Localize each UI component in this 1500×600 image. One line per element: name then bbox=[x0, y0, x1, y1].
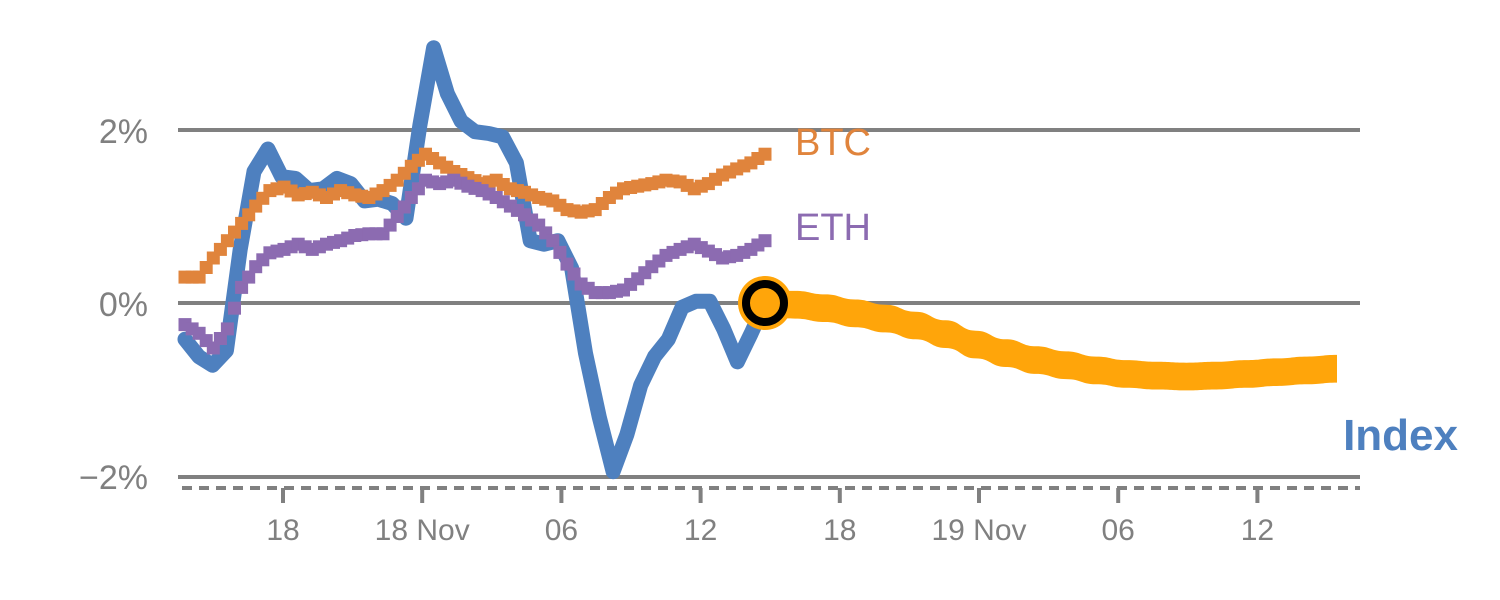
y-axis-tick-label: 2% bbox=[99, 113, 148, 151]
index-series-line[interactable] bbox=[177, 40, 773, 480]
marker-ring-icon bbox=[742, 280, 788, 326]
x-axis-tick-label: 06 bbox=[1102, 514, 1135, 547]
series-dot-marker bbox=[220, 322, 234, 336]
x-axis-tick-label: 18 bbox=[266, 514, 299, 547]
x-axis-tick-label: 18 bbox=[823, 514, 856, 547]
y-axis-tick-labels: 2% 0% −2% bbox=[79, 113, 148, 497]
series-dot-marker bbox=[553, 245, 567, 259]
current-point-marker[interactable] bbox=[738, 276, 792, 330]
series-dot-marker bbox=[228, 301, 241, 315]
series-dot-marker bbox=[560, 257, 574, 271]
btc-series-dotted[interactable] bbox=[178, 147, 772, 284]
series-dot-marker bbox=[758, 147, 772, 161]
index-series-label: Index bbox=[1343, 411, 1458, 460]
series-dot-marker bbox=[567, 267, 581, 281]
series-dot-marker bbox=[758, 234, 772, 248]
series-dot-marker bbox=[546, 234, 560, 248]
y-axis-tick-label: 0% bbox=[99, 286, 148, 324]
y-axis-tick-label: −2% bbox=[79, 459, 148, 497]
index-forecast-band[interactable] bbox=[765, 289, 1337, 391]
x-axis-tick-marks bbox=[281, 488, 1260, 503]
x-axis-tick-label: 12 bbox=[1241, 514, 1274, 547]
x-axis-tick-label: 06 bbox=[545, 514, 578, 547]
x-axis-tick-labels: 18 18 Nov 06 12 18 19 Nov 06 12 bbox=[266, 514, 1274, 547]
x-axis-tick-label: 18 Nov bbox=[375, 514, 470, 547]
eth-series-label: ETH bbox=[795, 207, 871, 249]
x-axis-tick-label: 19 Nov bbox=[931, 514, 1026, 547]
btc-series-label: BTC bbox=[795, 122, 871, 164]
x-axis-tick-label: 12 bbox=[684, 514, 717, 547]
series-dot-marker bbox=[235, 280, 249, 294]
eth-series-dotted[interactable] bbox=[178, 173, 772, 355]
series-dot-marker bbox=[242, 270, 256, 284]
